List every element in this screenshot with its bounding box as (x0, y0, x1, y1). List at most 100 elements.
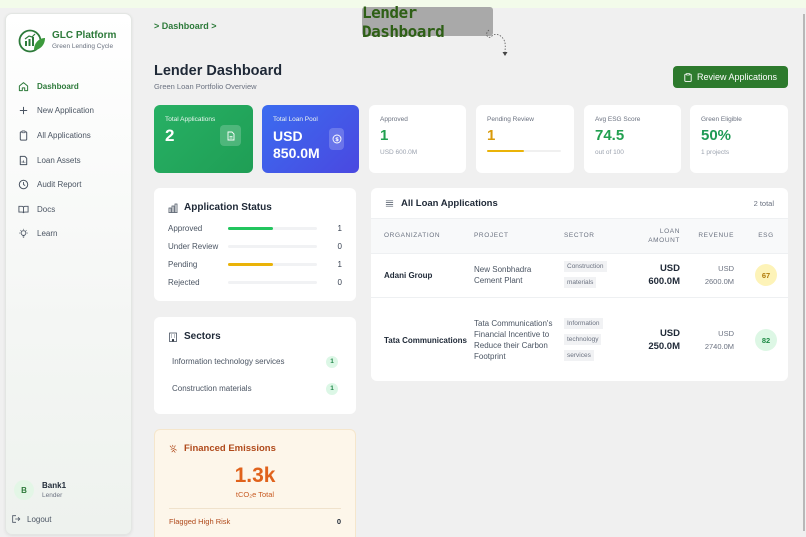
cell-project: Tata Communication's Financial Incentive… (474, 319, 553, 362)
building-icon (169, 332, 177, 342)
stat-label: Green Eligible (701, 116, 742, 123)
logout-label: Logout (27, 514, 52, 524)
page-subtitle: Green Loan Portfolio Overview (154, 82, 257, 91)
emissions-icon (169, 444, 177, 453)
stat-value-line2: 850.0M (273, 144, 320, 161)
status-label: Pending (168, 259, 198, 269)
clipboard-icon (18, 130, 29, 141)
sidebar-item-label: Audit Report (37, 180, 82, 190)
status-label: Rejected (168, 277, 200, 287)
table-count: 2 total (753, 198, 774, 208)
sidebar-item-all-applications[interactable]: All Applications (18, 123, 128, 148)
sidebar-item-new-application[interactable]: New Application (18, 99, 128, 124)
status-row-approved: Approved 1 (168, 219, 342, 237)
user-profile[interactable]: B Bank1 Lender (14, 480, 66, 500)
financed-emissions-panel: Financed Emissions 1.3k tCO₂e Total Flag… (154, 429, 356, 537)
application-status-panel: Application Status Approved 1 Under Revi… (154, 188, 356, 301)
cell-sector: Construction materials (564, 253, 632, 297)
loan-applications-panel: All Loan Applications 2 total Organizati… (371, 188, 788, 381)
sector-count-badge: 1 (326, 382, 338, 395)
esg-badge: 82 (755, 329, 777, 352)
sidebar-item-label: New Application (37, 106, 94, 116)
sidebar-item-docs[interactable]: Docs (18, 197, 128, 222)
stat-label: Avg ESG Score (595, 116, 641, 123)
panel-title-text: All Loan Applications (401, 197, 498, 209)
table-row[interactable]: Adani Group New Sonbhadra Cement Plant C… (371, 253, 788, 297)
cell-loan-amount: USD 600.0M (648, 263, 680, 287)
column-header-sector[interactable]: Sector (564, 232, 595, 240)
brand[interactable]: GLC Platform Green Lending Cycle (18, 28, 116, 54)
plus-icon (18, 105, 29, 116)
sidebar-item-loan-assets[interactable]: Loan Assets (18, 148, 128, 173)
file-icon (18, 155, 29, 166)
brand-subtitle: Green Lending Cycle (52, 43, 114, 50)
status-row-pending: Pending 1 (168, 255, 342, 273)
stat-card-total-applications: Total Applications 2 (154, 105, 253, 173)
sector-tag: Information technology services (564, 318, 603, 362)
sector-tag: Construction materials (564, 261, 607, 288)
status-bar (228, 280, 317, 284)
stat-value: 1 (487, 126, 496, 144)
table-row[interactable]: Tata Communications Tata Communication's… (371, 297, 788, 381)
clipboard-icon (684, 72, 692, 82)
page-scrollbar[interactable] (803, 14, 805, 531)
sidebar-item-label: Docs (37, 204, 56, 214)
stat-label: Approved (380, 116, 408, 123)
status-row-under-review: Under Review 0 (168, 237, 342, 255)
column-header-project[interactable]: Project (474, 232, 509, 240)
column-header-revenue[interactable]: Revenue (698, 232, 734, 240)
document-icon (220, 125, 241, 146)
sector-row[interactable]: Construction materials 1 (172, 375, 338, 402)
review-applications-button[interactable]: Review Applications (673, 66, 788, 88)
column-header-organization[interactable]: Organization (384, 232, 441, 240)
book-icon (18, 204, 29, 215)
cell-revenue: USD 2600.0M (704, 264, 734, 286)
bar-chart-icon (168, 203, 178, 213)
column-header-esg[interactable]: ESG (758, 232, 774, 240)
stat-value: 50% (701, 126, 732, 144)
flagged-value: 0 (336, 517, 341, 526)
sidebar-item-label: Dashboard (37, 81, 79, 91)
logout-button[interactable]: Logout (11, 514, 51, 524)
sidebar-nav: Dashboard New Application All Applicatio… (18, 74, 128, 246)
sector-label: Information technology services (172, 357, 285, 366)
page-title: Lender Dashboard (154, 63, 283, 79)
home-icon (18, 81, 29, 92)
table-header-bar: All Loan Applications 2 total (371, 188, 788, 219)
sidebar-item-learn[interactable]: Learn (18, 222, 128, 247)
stat-card-green-eligible: Green Eligible 50% 1 projects (690, 105, 788, 173)
divider (169, 508, 341, 509)
brand-title: GLC Platform (52, 30, 117, 41)
esg-badge: 67 (755, 264, 777, 286)
stat-value: 74.5 (595, 126, 625, 144)
stat-label: Pending Review (487, 116, 534, 123)
glc-logo-icon (18, 29, 45, 53)
flagged-high-risk-row: Flagged High Risk 0 (169, 517, 341, 526)
sidebar-item-audit-report[interactable]: Audit Report (18, 172, 128, 197)
sectors-panel: Sectors Information technology services … (154, 317, 356, 414)
top-strip (0, 0, 806, 8)
stat-card-avg-esg: Avg ESG Score 74.5 out of 100 (584, 105, 681, 173)
status-count: 1 (337, 223, 342, 233)
sidebar-item-dashboard[interactable]: Dashboard (18, 74, 128, 99)
status-count: 1 (337, 259, 342, 269)
stat-label: Total Loan Pool (273, 116, 318, 123)
loan-applications-table: Organization Project Sector Loan Amount … (371, 219, 788, 381)
status-bar-fill (228, 262, 273, 266)
table-header-row: Organization Project Sector Loan Amount … (371, 219, 788, 253)
column-header-loan-amount[interactable]: Loan Amount (648, 227, 680, 244)
stat-value: 1 (380, 126, 389, 144)
cell-organization: Adani Group (384, 270, 433, 280)
emissions-value: 1.3k (234, 464, 276, 487)
breadcrumb[interactable]: > Dashboard > (154, 21, 217, 31)
cell-organization: Tata Communications (384, 335, 467, 345)
sector-count-badge: 1 (326, 355, 338, 368)
cell-loan-amount: USD 250.0M (648, 328, 680, 353)
panel-title-text: Sectors (184, 331, 221, 342)
user-role: Lender (42, 491, 63, 499)
lightbulb-icon (18, 228, 29, 239)
emissions-unit: tCO₂e Total (235, 490, 275, 499)
sector-row[interactable]: Information technology services 1 (172, 348, 338, 375)
sidebar-item-label: All Applications (37, 130, 91, 140)
avatar: B (14, 480, 34, 500)
